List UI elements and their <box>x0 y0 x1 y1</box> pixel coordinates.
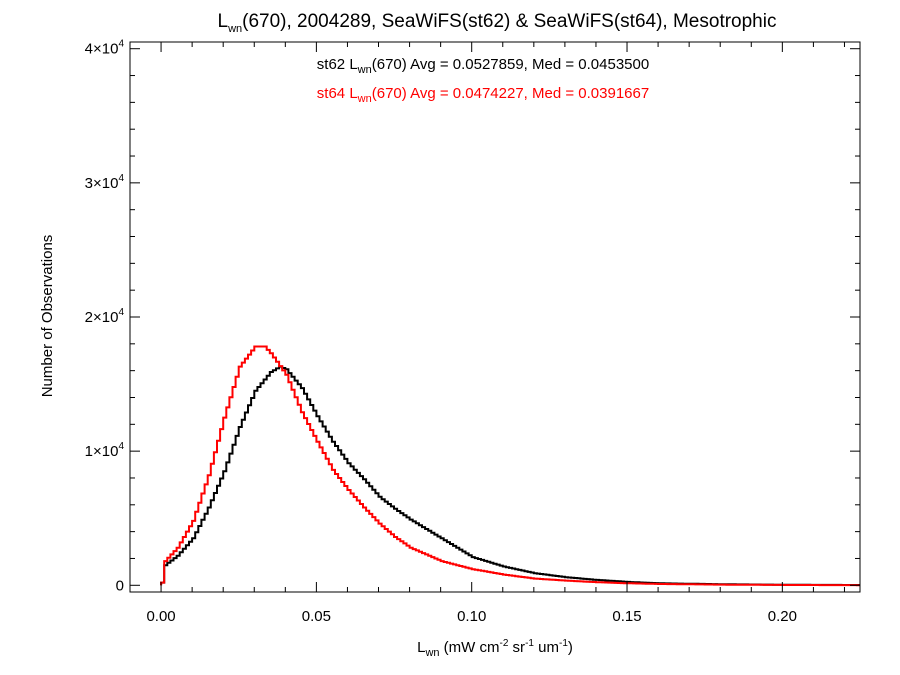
x-tick-label: 0.05 <box>302 608 331 625</box>
plot-frame <box>129 41 861 593</box>
legend-st64: st64 Lwn(670) Avg = 0.0474227, Med = 0.0… <box>317 85 649 105</box>
y-tick-label: 2×104 <box>85 307 125 326</box>
series-st64-line <box>160 345 860 587</box>
series-st62-line <box>160 365 860 586</box>
y-tick-label: 1×104 <box>85 441 125 460</box>
chart-title: Lwn(670), 2004289, SeaWiFS(st62) & SeaWi… <box>218 11 777 35</box>
legend-st62: st62 Lwn(670) Avg = 0.0527859, Med = 0.0… <box>317 56 649 76</box>
x-tick-label: 0.00 <box>146 608 175 625</box>
y-axis-label: Number of Observations <box>39 235 56 398</box>
x-tick-label: 0.10 <box>457 608 486 625</box>
x-axis-label: Lwn (mW cm-2 sr-1 um-1) <box>417 638 573 659</box>
x-tick-label: 0.20 <box>768 608 797 625</box>
x-axis-ticks: 0.00 0.05 0.10 0.15 0.20 <box>129 42 845 625</box>
y-tick-label: 4×104 <box>85 39 125 58</box>
y-tick-label: 3×104 <box>85 173 125 192</box>
x-tick-label: 0.15 <box>612 608 641 625</box>
y-axis-ticks: 0 1×104 2×104 3×104 4×104 <box>85 39 860 594</box>
y-tick-label: 0 <box>116 577 124 594</box>
